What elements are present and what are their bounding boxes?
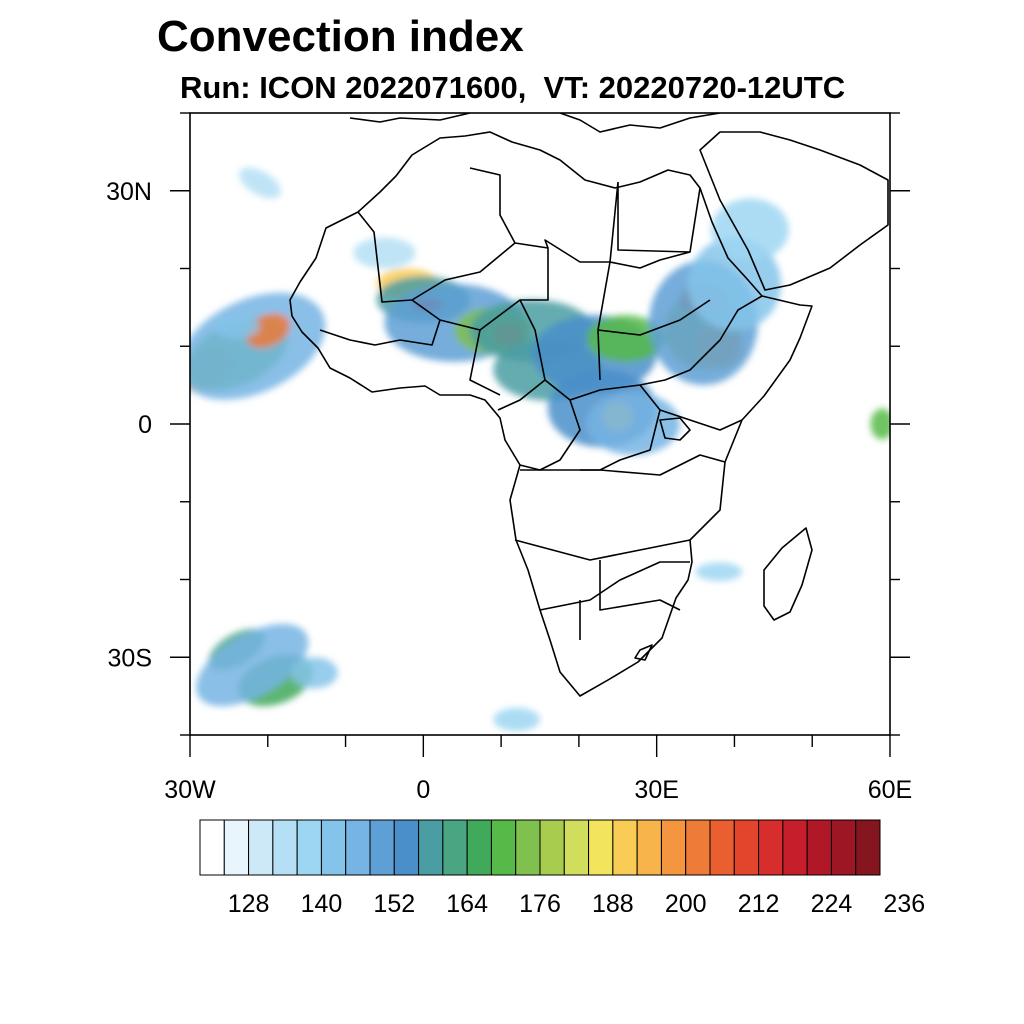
colorbar-swatch [685,819,711,876]
lake-victoria [659,417,691,441]
convection-cell [190,292,326,400]
colorbar-label: 176 [519,890,561,918]
country-borders-north [357,167,701,331]
colorbar-swatch [418,819,444,876]
colorbar-swatch [345,819,371,876]
colorbar-swatch [272,819,298,876]
colorbar-label: 188 [592,890,634,918]
convection-cell [213,315,260,339]
convection-cell [353,237,416,269]
colorbar-swatch [199,819,225,876]
lon-label: 0 [416,776,430,804]
colorbar-swatch [612,819,638,876]
convection-cell [687,237,782,331]
colorbar-swatch [442,819,468,876]
colorbar-label: 152 [373,890,415,918]
colorbar-swatch [515,819,541,876]
convection-cell [196,623,309,707]
colorbar-swatch [709,819,735,876]
colorbar-swatch [660,819,687,876]
colorbar-label: 140 [301,890,343,918]
colorbar-swatch [782,819,808,876]
colorbar-swatch [320,819,347,876]
europe-coastline [349,113,721,133]
convection-cell [291,657,338,689]
colorbar-swatch [733,819,760,876]
colorbar-swatch [830,819,857,876]
lon-label: 30E [634,776,678,804]
convection-cell [695,562,743,582]
lon-label: 30W [164,776,216,804]
lat-label: 30N [106,178,152,206]
convection-cell [238,167,282,199]
axis-ticks [170,112,910,757]
colorbar-swatch [855,819,881,876]
convection-cell [586,392,680,456]
colorbar-swatch [758,819,784,876]
colorbar-swatch [636,819,662,876]
convection-cell [870,408,890,440]
coastlines-and-borders [289,113,889,697]
convection-cell [493,707,540,732]
convection-cell [586,315,665,362]
country-borders-central [319,261,763,471]
chart-subtitle: Run: ICON 2022071600, VT: 20220720-12UTC [180,70,846,105]
colorbar-label: 200 [665,890,707,918]
lat-label: 0 [138,411,152,439]
country-borders-south [514,454,726,661]
colorbar-swatch [466,819,492,876]
colorbar-label: 212 [738,890,780,918]
colorbar-swatch [490,819,517,876]
colorbar-swatch [393,819,420,876]
convection-field [190,167,890,732]
colorbar-swatch [806,819,832,876]
axis-labels: 30W 0 30E 60E 30N 0 30S [106,178,912,804]
arabia-coastline [699,131,889,291]
colorbar-label: 164 [446,890,488,918]
colorbar-swatch [296,819,322,876]
lat-label: 30S [108,644,152,672]
colorbar-label: 128 [228,890,270,918]
colorbar-label: 236 [883,890,925,918]
colorbar-label: 224 [811,890,853,918]
colorbar: 128 140 152 164 176 188 200 212 224 236 [199,819,925,918]
colorbar-swatch [539,819,565,876]
colorbar-swatch [588,819,614,876]
colorbar-swatch [369,819,395,876]
lon-label: 60E [868,776,912,804]
chart-title: Convection index [157,12,524,61]
colorbar-swatch [248,819,274,876]
colorbar-swatch [223,819,250,876]
madagascar-coastline [763,527,813,621]
convection-cell [711,198,789,261]
colorbar-swatch [563,819,590,876]
